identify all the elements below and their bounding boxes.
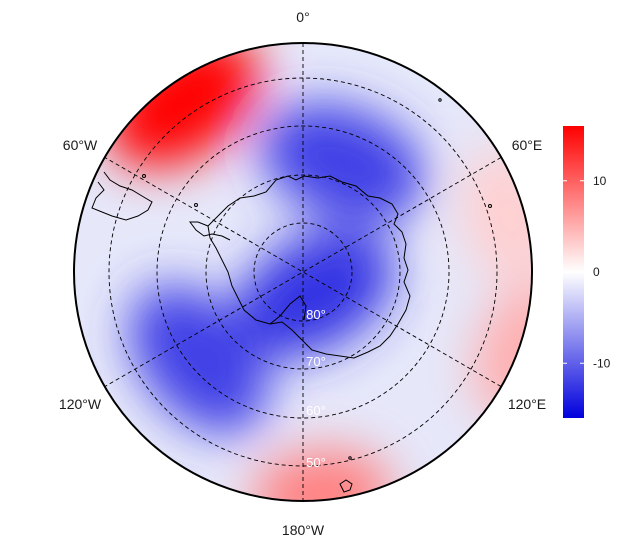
meridian-60e-120w: [104, 157, 502, 387]
lon-label-60w: 60°W: [63, 137, 98, 153]
island-falklands: [142, 174, 146, 178]
lat-label-80: 80°: [306, 307, 326, 322]
south-america-coastline: [91, 171, 153, 221]
coastlines: [91, 98, 492, 493]
new-zealand-coastline: [339, 479, 353, 493]
meridian-120e-60w: [104, 157, 502, 387]
lon-label-0: 0°: [296, 9, 309, 25]
island-northeast: [438, 98, 442, 102]
colorbar-tick-label-1: 0: [593, 265, 600, 279]
anomaly-field: [74, 43, 532, 501]
anomaly-blob-2: [236, 229, 394, 357]
lon-label-120w: 120°W: [59, 396, 102, 412]
colorbar-gradient: [563, 126, 584, 418]
ross-ice-shelf: [269, 295, 307, 325]
island-west: [194, 203, 198, 207]
map-border: [73, 42, 533, 502]
anomaly-blob-6: [462, 148, 532, 286]
lat-label-70: 70°: [306, 354, 326, 369]
island-east: [488, 204, 492, 208]
graticule: [104, 43, 502, 501]
lon-label-60e: 60°E: [512, 137, 543, 153]
anomaly-blob-4: [252, 449, 393, 501]
lon-label-120e: 120°E: [508, 396, 546, 412]
antarctica-coastline: [207, 175, 411, 359]
lat-circle-80: [253, 222, 353, 322]
antarctic-peninsula: [189, 221, 231, 241]
colorbar-tick-label-0: 10: [593, 174, 607, 188]
lon-label-180w: 180°W: [282, 522, 325, 538]
colorbar: 10 0 -10: [563, 126, 611, 418]
anomaly-blob-1: [260, 103, 425, 222]
lat-label-60: 60°: [306, 403, 326, 418]
lat-circle-60: [156, 125, 450, 419]
lat-circle-70: [205, 174, 401, 370]
island-south: [348, 456, 352, 460]
colorbar-tick-label-2: -10: [593, 356, 611, 370]
lat-label-50: 50°: [306, 455, 326, 470]
anomaly-blob-3: [130, 285, 268, 434]
